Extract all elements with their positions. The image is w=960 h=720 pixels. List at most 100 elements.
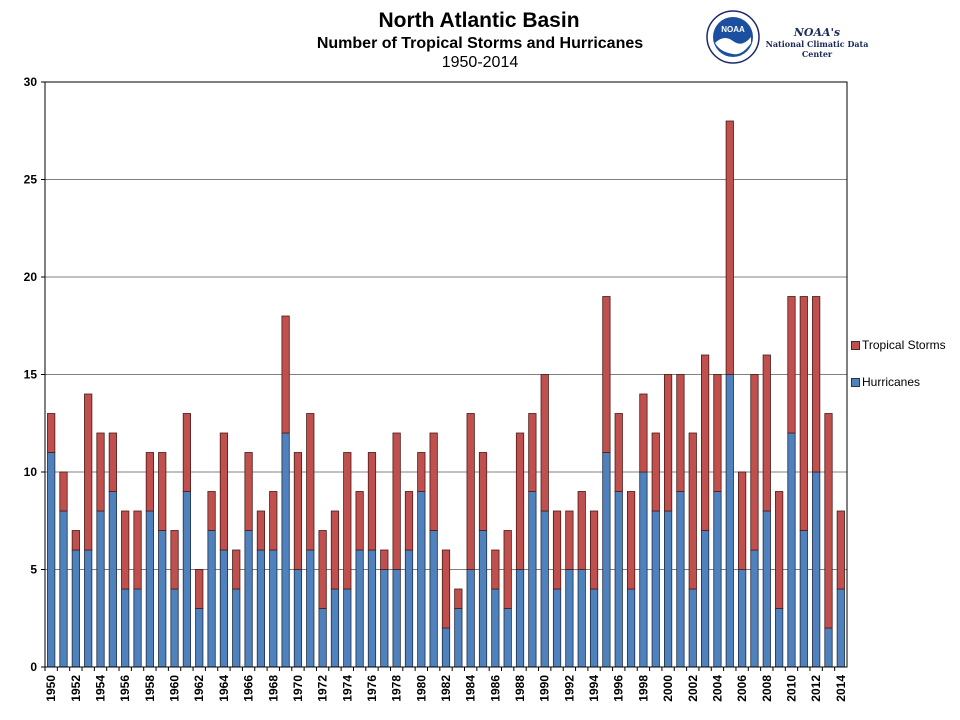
logo-badge-text: NOAA [721,25,745,34]
y-tick-label: 5 [30,563,37,577]
bar-tropical-storms-1990 [540,374,549,512]
bar-hurricanes-1964 [219,549,229,668]
bar-tropical-storms-1992 [565,510,574,570]
bar-hurricanes-1956 [121,588,130,668]
bar-tropical-storms-1953 [84,393,93,551]
bar-hurricanes-1950 [47,452,56,668]
chart-title: North Atlantic Basin [378,9,580,32]
x-tick-label: 2006 [735,675,749,702]
bar-hurricanes-1974 [343,588,352,668]
bar-hurricanes-1979 [404,549,414,668]
x-tick-label: 1956 [118,675,132,702]
bar-hurricanes-2004 [713,491,722,668]
bar-hurricanes-1961 [182,491,191,668]
bar-hurricanes-2014 [836,588,845,668]
bar-hurricanes-2012 [812,471,821,668]
bar-tropical-storms-1970 [293,452,303,570]
bar-hurricanes-1965 [232,588,241,668]
bar-tropical-storms-1950 [47,413,56,453]
bar-tropical-storms-1966 [244,452,253,531]
legend-swatch-hurricanes [851,377,860,387]
bar-tropical-storms-1974 [343,452,352,590]
chart-subtitle: Number of Tropical Storms and Hurricanes [316,35,644,52]
y-axis-ticks: 0 5 10 15 20 25 30 [24,75,45,674]
bar-hurricanes-2001 [676,491,685,668]
bar-hurricanes-1994 [589,588,599,668]
bar-tropical-storms-2006 [738,471,747,570]
bar-tropical-storms-1985 [478,452,488,531]
bar-tropical-storms-1969 [281,315,290,434]
bar-hurricanes-2003 [701,530,710,668]
bar-hurricanes-1997 [626,588,636,668]
bar-tropical-storms-1993 [577,491,586,570]
x-tick-label: 1952 [69,675,83,702]
x-tick-label: 1982 [439,675,453,702]
y-tick-label: 20 [24,270,38,284]
bar-tropical-storms-1955 [108,432,117,492]
bar-hurricanes-1963 [207,530,216,668]
bar-tropical-storms-1961 [182,413,191,492]
bar-tropical-storms-1959 [158,452,167,531]
bar-hurricanes-2002 [688,588,697,668]
bar-hurricanes-1960 [170,588,179,668]
bar-tropical-storms-1956 [121,510,130,590]
x-tick-label: 1958 [143,675,157,702]
bar-hurricanes-1991 [552,588,562,668]
bar-hurricanes-1973 [330,588,340,668]
y-tick-label: 10 [24,465,38,479]
x-tick-label: 2008 [760,675,774,702]
x-tick-label: 2004 [710,675,724,702]
bar-hurricanes-1999 [651,510,660,668]
x-tick-label: 1964 [217,675,231,702]
bar-hurricanes-1988 [515,569,525,668]
bar-tropical-storms-1962 [195,569,204,609]
x-tick-label: 1998 [636,675,650,702]
bar-hurricanes-1968 [269,549,278,668]
bar-tropical-storms-2005 [725,120,734,375]
bar-tropical-storms-1972 [318,530,327,609]
bar-tropical-storms-1996 [614,413,623,492]
legend-item-hurricanes: Hurricanes [851,375,920,389]
bar-hurricanes-1989 [528,491,537,668]
bar-tropical-storms-1984 [466,413,475,570]
x-tick-label: 1960 [168,675,182,702]
x-tick-label: 1968 [266,675,280,702]
bar-hurricanes-2009 [775,608,784,668]
bar-tropical-storms-1983 [454,588,463,609]
bar-hurricanes-1978 [392,569,401,668]
bar-hurricanes-2007 [750,549,759,668]
bar-hurricanes-1983 [454,608,463,668]
x-tick-label: 2012 [809,675,823,702]
bar-tropical-storms-1986 [491,549,500,590]
bar-hurricanes-1984 [466,569,475,668]
bar-hurricanes-1953 [84,549,93,668]
x-tick-label: 2002 [686,675,700,702]
bar-tropical-storms-1987 [503,530,512,609]
bars [47,120,845,668]
bar-tropical-storms-2000 [663,374,673,512]
x-tick-label: 1976 [365,675,379,702]
x-tick-label: 1962 [192,675,206,702]
bar-tropical-storms-1951 [59,471,68,512]
bar-tropical-storms-2003 [701,354,710,531]
bar-tropical-storms-1989 [528,413,537,492]
chart-period: 1950-2014 [441,54,519,71]
x-tick-label: 1978 [390,675,404,702]
bar-hurricanes-1962 [195,608,204,668]
legend-item-tropical-storms: Tropical Storms [851,338,946,352]
bar-hurricanes-1951 [59,510,68,668]
x-tick-label: 2014 [834,675,848,702]
bar-tropical-storms-1988 [515,432,525,570]
bar-hurricanes-1996 [614,491,623,668]
x-tick-label: 1990 [538,675,552,702]
bar-hurricanes-2005 [725,374,734,668]
bar-hurricanes-2013 [824,627,833,668]
y-tick-label: 0 [30,660,37,674]
bar-hurricanes-2011 [799,530,808,668]
bar-tropical-storms-1976 [367,452,377,551]
bar-hurricanes-2006 [738,569,747,668]
bar-tropical-storms-2009 [775,491,784,609]
bar-tropical-storms-1980 [417,452,426,492]
x-tick-label: 1950 [44,675,58,702]
bar-tropical-storms-1963 [207,491,216,531]
